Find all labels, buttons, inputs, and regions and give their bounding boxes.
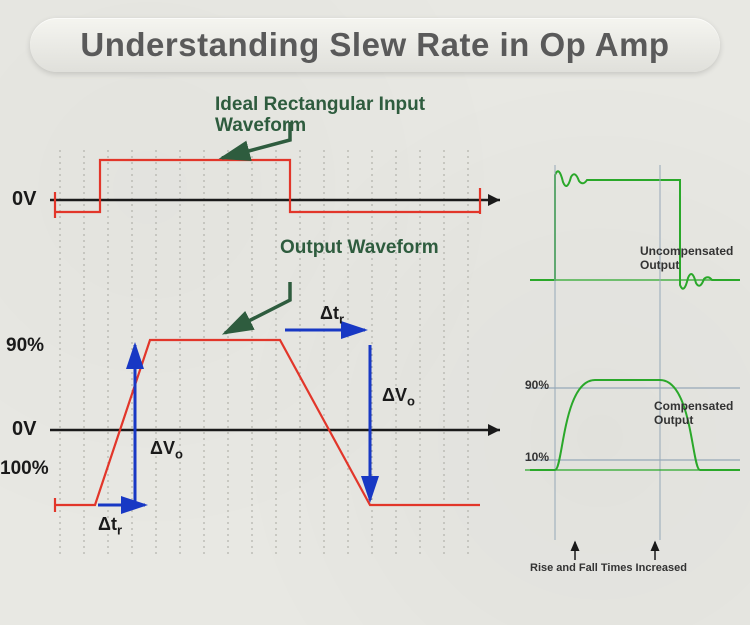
right-pct10-label: 10% <box>525 450 549 464</box>
output-waveform <box>55 340 480 505</box>
rise-fall-footer-label: Rise and Fall Times Increased <box>530 562 687 574</box>
top-axis-arrow-icon <box>488 194 500 206</box>
top-zero-label: 0V <box>12 188 36 211</box>
uncompensated-label: Uncompensated Output <box>640 245 750 273</box>
left-diagram <box>0 0 520 560</box>
pct-100-label: 100% <box>0 458 49 480</box>
bottom-zero-label: 0V <box>12 418 36 441</box>
right-diagram <box>515 0 750 620</box>
right-pct90-label: 90% <box>525 378 549 392</box>
compensated-label: Compensated Output <box>654 400 750 428</box>
pct-90-label: 90% <box>6 335 44 357</box>
delta-vo-rise-label: ΔVo <box>150 438 183 462</box>
output-waveform-label: Output Waveform <box>280 238 439 259</box>
bottom-axis-arrow-icon <box>488 424 500 436</box>
input-waveform-label: Ideal Rectangular InputWaveform <box>215 95 425 137</box>
delta-vo-fall-label: ΔVo <box>382 385 415 409</box>
input-waveform <box>55 160 480 212</box>
delta-tr-fall-label: Δtr <box>320 303 344 327</box>
grid-lines <box>60 150 468 555</box>
output-label-arrow <box>225 282 290 333</box>
delta-tr-rise-label: Δtr <box>98 514 122 538</box>
